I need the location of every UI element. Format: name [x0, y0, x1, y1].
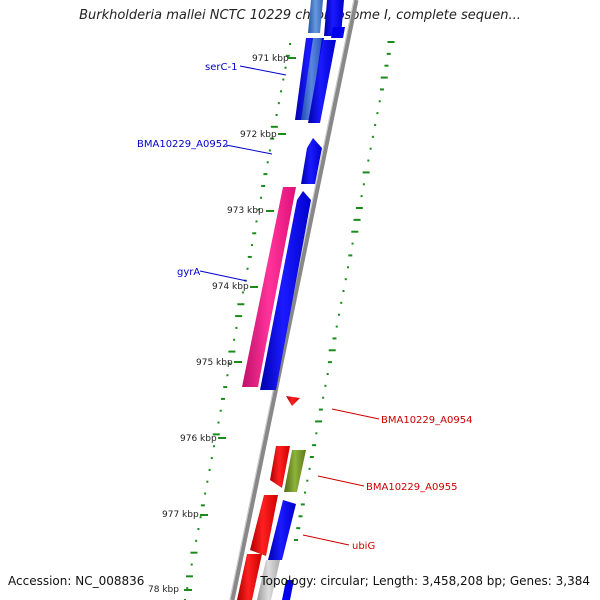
tick-label: 976 kbp: [180, 434, 217, 444]
gene-ubiG-blue[interactable]: [268, 500, 296, 560]
leader-line: [331, 408, 380, 420]
gene-BMA10229_A0954[interactable]: [286, 396, 300, 406]
gene-top-steel-feature[interactable]: [308, 0, 323, 33]
tick-label: 975 kbp: [196, 358, 233, 368]
leader-line: [317, 475, 365, 487]
gene-serC-1-right[interactable]: [308, 40, 336, 123]
accession-label: Accession: NC_008836: [8, 574, 145, 588]
topology-label: Topology: circular; Length: 3,458,208 bp…: [260, 574, 590, 588]
gene-labels: serC-1 BMA10229_A0952 gyrA BMA10229_A095…: [137, 62, 472, 552]
leader-line: [225, 144, 273, 155]
gene-gyrA[interactable]: [242, 187, 296, 387]
gene-label-BMA10229_A0952[interactable]: BMA10229_A0952: [137, 139, 228, 150]
gc-content-inner-ring: [184, 43, 291, 600]
gene-bottom-grey[interactable]: [257, 560, 280, 600]
leader-line: [302, 534, 350, 546]
gene-label-BMA10229_A0955[interactable]: BMA10229_A0955: [366, 482, 457, 493]
map-title: Burkholderia mallei NCTC 10229 chromosom…: [79, 8, 521, 23]
gene-label-BMA10229_A0954[interactable]: BMA10229_A0954: [381, 415, 472, 426]
tick-label: 972 kbp: [240, 130, 277, 140]
leader-line: [199, 270, 248, 282]
gene-bottom-red[interactable]: [237, 554, 262, 600]
tick-label: 78 kbp: [148, 585, 179, 595]
gene-label-gyrA[interactable]: gyrA: [177, 267, 200, 278]
gene-BMA10229_A0952[interactable]: [301, 138, 322, 184]
gene-BMA10229_A0955-red[interactable]: [270, 446, 290, 488]
gene-BMA10229_A0955-rna[interactable]: [284, 450, 306, 492]
tick-label: 977 kbp: [162, 510, 199, 520]
gene-label-ubiG[interactable]: ubiG: [352, 541, 375, 552]
gene-label-serC-1[interactable]: serC-1: [205, 62, 237, 73]
gc-content-outer-ring: [294, 41, 395, 541]
gene-bottom-blue[interactable]: [282, 580, 294, 600]
gene-ubiG-red[interactable]: [250, 495, 278, 556]
tick-label: 973 kbp: [227, 206, 264, 216]
leader-line: [239, 65, 287, 76]
tick-label: 971 kbp: [252, 54, 289, 64]
tick-label: 974 kbp: [212, 282, 249, 292]
gene-gyrA-companion[interactable]: [260, 191, 311, 390]
genome-backbone: [229, 0, 359, 600]
gene-serC-1-steel[interactable]: [301, 38, 322, 120]
ruler-ticks: 971 kbp 972 kbp 973 kbp 974 kbp 975 kbp …: [148, 54, 296, 595]
gene-top-blue-right-feature[interactable]: [331, 27, 345, 38]
